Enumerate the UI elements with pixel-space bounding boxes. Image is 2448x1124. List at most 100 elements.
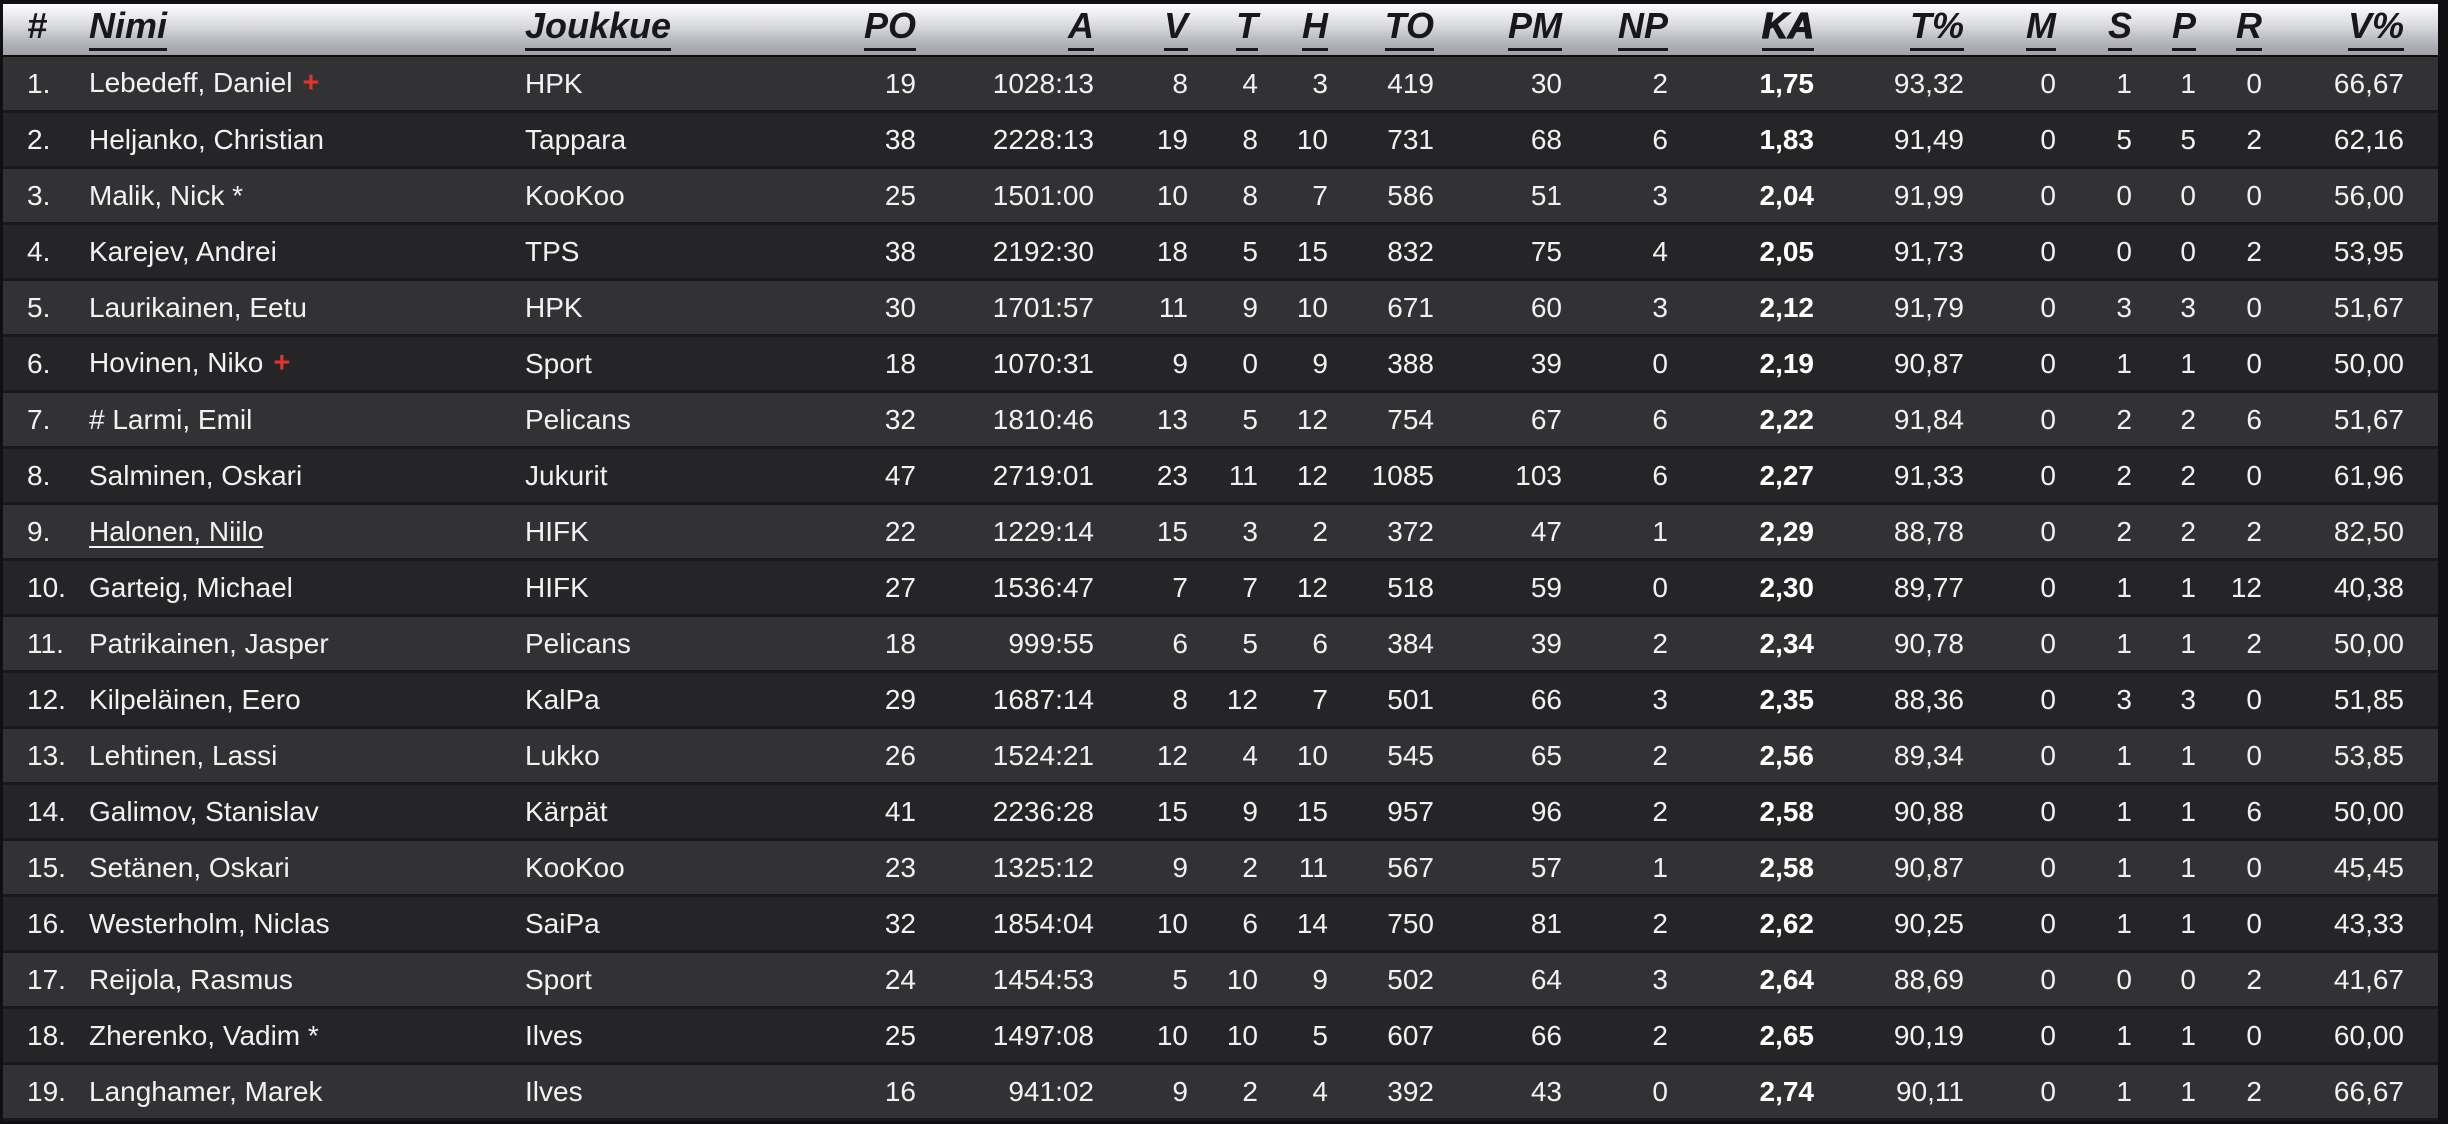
column-header-label-to[interactable]: TO	[1384, 8, 1434, 51]
stat-pm: 60	[1530, 291, 1562, 323]
player-name-link[interactable]: Reijola, Rasmus	[89, 963, 293, 995]
stat-tp: 91,79	[1893, 291, 1964, 323]
column-header-ka[interactable]: KA	[1672, 7, 1818, 51]
player-name-link[interactable]: Laurikainen, Eetu	[89, 291, 307, 323]
column-header-label-ka[interactable]: KA	[1761, 7, 1815, 51]
player-name-link[interactable]: # Larmi, Emil	[89, 403, 253, 435]
table-row: 19. Langhamer, Marek Ilves 16 941:02 9 2 4 392 43…	[3, 1065, 2438, 1121]
team-cell: KooKoo	[525, 851, 625, 883]
player-name-link[interactable]: Heljanko, Christian	[89, 123, 324, 155]
stat-v: 11	[1158, 291, 1188, 323]
stat-vp: 66,67	[2333, 1075, 2404, 1107]
stat-m: 0	[2040, 291, 2056, 323]
stat-p: 1	[2180, 851, 2196, 883]
stat-a: 1028:13	[992, 67, 1094, 99]
column-header-pm[interactable]: PM	[1438, 8, 1566, 51]
stat-po: 23	[884, 851, 916, 883]
player-name-link[interactable]: Karejev, Andrei	[89, 235, 277, 267]
stat-t: 5	[1242, 403, 1258, 435]
player-name-link[interactable]: Lebedeff, Daniel	[89, 67, 293, 98]
stat-r: 0	[2246, 459, 2262, 491]
player-name-link[interactable]: Galimov, Stanislav	[89, 795, 319, 827]
stat-to: 502	[1387, 963, 1434, 995]
player-name-link[interactable]: Langhamer, Marek	[89, 1075, 323, 1107]
column-header-label-vp[interactable]: V%	[2347, 8, 2404, 51]
stat-po: 32	[884, 907, 916, 939]
stat-m: 0	[2040, 403, 2056, 435]
stat-r: 0	[2246, 67, 2262, 99]
stat-v: 12	[1156, 739, 1188, 771]
column-header-t[interactable]: T	[1192, 8, 1262, 51]
column-header-name[interactable]: Nimi	[80, 8, 520, 51]
player-name-link[interactable]: Hovinen, Niko	[89, 347, 264, 378]
stat-m: 0	[2040, 347, 2056, 379]
stat-s: 2	[2116, 459, 2132, 491]
column-header-label-tp[interactable]: T%	[1910, 8, 1964, 51]
column-header-label-p[interactable]: P	[2171, 8, 2196, 51]
stat-h: 15	[1296, 235, 1328, 267]
player-name-link[interactable]: Halonen, Niilo	[89, 515, 264, 547]
stat-ka: 2,27	[1759, 459, 1815, 491]
stat-tp: 91,33	[1893, 459, 1964, 491]
stat-vp: 51,67	[2333, 291, 2404, 323]
column-header-label-team[interactable]: Joukkue	[525, 8, 672, 51]
column-header-po[interactable]: PO	[860, 8, 920, 51]
player-name-cell: Lebedeff, Daniel +	[80, 69, 520, 98]
column-header-to[interactable]: TO	[1332, 8, 1438, 51]
player-name-link[interactable]: Patrikainen, Jasper	[89, 627, 329, 659]
column-header-label-po[interactable]: PO	[863, 8, 916, 51]
column-header-vp[interactable]: V%	[2266, 8, 2408, 51]
stat-p: 1	[2180, 1075, 2196, 1107]
column-header-team[interactable]: Joukkue	[520, 8, 860, 51]
stat-p: 1	[2180, 907, 2196, 939]
column-header-label-name[interactable]: Nimi	[89, 8, 168, 51]
rank-cell: 12.	[27, 683, 66, 715]
column-header-tp[interactable]: T%	[1818, 8, 1968, 51]
stat-h: 7	[1312, 683, 1328, 715]
stat-po: 38	[884, 235, 916, 267]
stat-pm: 68	[1530, 123, 1562, 155]
player-name-link[interactable]: Lehtinen, Lassi	[89, 739, 278, 771]
stat-pm: 30	[1530, 67, 1562, 99]
player-name-link[interactable]: Kilpeläinen, Eero	[89, 683, 301, 715]
column-header-label-pm[interactable]: PM	[1508, 8, 1562, 51]
column-header-np[interactable]: NP	[1566, 8, 1672, 51]
player-name-link[interactable]: Salminen, Oskari	[89, 459, 303, 491]
rank-cell: 6.	[27, 347, 51, 379]
stat-po: 18	[884, 627, 916, 659]
column-header-p[interactable]: P	[2136, 8, 2200, 51]
column-header-label-s[interactable]: S	[2107, 8, 2132, 51]
column-header-label-v[interactable]: V	[1163, 8, 1188, 51]
stat-po: 18	[884, 347, 916, 379]
stat-po: 30	[884, 291, 916, 323]
column-header-r[interactable]: R	[2200, 8, 2266, 51]
column-header-label-h[interactable]: H	[1302, 8, 1328, 51]
player-name-link[interactable]: Garteig, Michael	[89, 571, 293, 603]
stat-h: 6	[1312, 627, 1328, 659]
player-name-link[interactable]: Zherenko, Vadim *	[89, 1019, 319, 1051]
player-name-link[interactable]: Setänen, Oskari	[89, 851, 290, 883]
column-header-label-a[interactable]: A	[1068, 8, 1094, 51]
stat-tp: 88,36	[1893, 683, 1964, 715]
column-header-h[interactable]: H	[1262, 8, 1332, 51]
stat-vp: 82,50	[2333, 515, 2404, 547]
player-name-cell: Langhamer, Marek	[80, 1075, 520, 1107]
column-header-a[interactable]: A	[920, 8, 1098, 51]
column-header-label-m[interactable]: M	[2026, 8, 2056, 51]
column-header-label-t[interactable]: T	[1236, 8, 1258, 51]
stat-vp: 60,00	[2333, 1019, 2404, 1051]
stat-to: 501	[1387, 683, 1434, 715]
stat-r: 0	[2246, 1019, 2262, 1051]
column-header-v[interactable]: V	[1098, 8, 1192, 51]
stat-r: 0	[2246, 347, 2262, 379]
column-header-m[interactable]: M	[1968, 8, 2060, 51]
column-header-s[interactable]: S	[2060, 8, 2136, 51]
player-name-link[interactable]: Westerholm, Niclas	[89, 907, 330, 939]
stat-a: 1536:47	[992, 571, 1094, 603]
column-header-label-r[interactable]: R	[2236, 8, 2262, 51]
stat-m: 0	[2040, 515, 2056, 547]
column-header-label-rank: #	[27, 5, 48, 46]
player-name-link[interactable]: Malik, Nick *	[89, 179, 244, 211]
column-header-label-np[interactable]: NP	[1617, 8, 1668, 51]
stat-vp: 53,95	[2333, 235, 2404, 267]
